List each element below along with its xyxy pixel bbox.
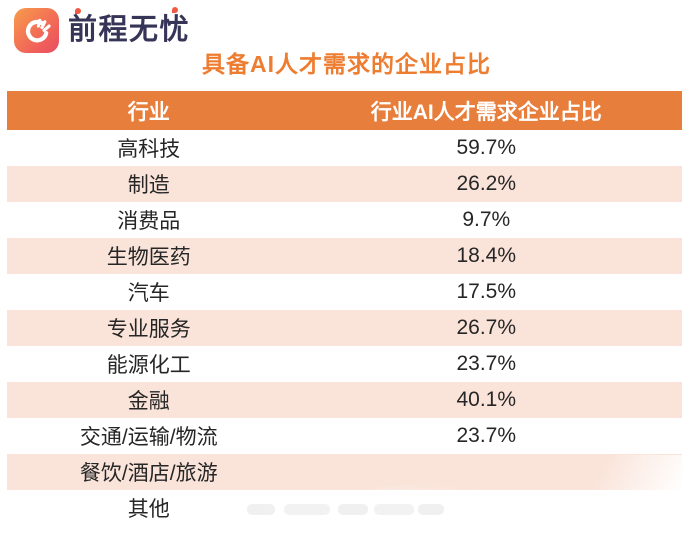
brand-logo: 前程无忧 <box>14 7 191 53</box>
value-cell: 26.2% <box>456 172 517 195</box>
ai-demand-table: 行业 行业AI人才需求企业占比 高科技 59.7% 制造 26.2% 消费品 9… <box>7 91 682 526</box>
value-cell: 23.7% <box>456 352 517 375</box>
value-cell <box>291 454 683 490</box>
value-cell: 26.7% <box>456 316 517 339</box>
value-cell: 59.7% <box>456 136 517 159</box>
value-cell: 9.7% <box>462 208 511 231</box>
value-cell: 23.7% <box>456 424 517 447</box>
value-cell: 17.5% <box>456 280 517 303</box>
table-row: 高科技 59.7% <box>7 130 682 166</box>
industry-cell: 餐饮/酒店/旅游 <box>79 462 218 485</box>
header-industry: 行业 <box>127 100 170 124</box>
table-body: 高科技 59.7% 制造 26.2% 消费品 9.7% 生物医药 18.4% 汽… <box>7 130 682 526</box>
table-row: 交通/运输/物流 23.7% <box>7 418 682 454</box>
industry-cell: 消费品 <box>117 210 181 233</box>
faded-watermark-pill <box>247 504 275 515</box>
table-row: 汽车 17.5% <box>7 274 682 310</box>
table-row: 金融 40.1% <box>7 382 682 418</box>
brand-accent-dot <box>172 7 178 13</box>
industry-cell: 交通/运输/物流 <box>79 426 218 449</box>
industry-cell: 金融 <box>127 390 170 413</box>
value-cell: 18.4% <box>456 244 517 267</box>
table-header-row: 行业 行业AI人才需求企业占比 <box>7 91 682 130</box>
table-row: 专业服务 26.7% <box>7 310 682 346</box>
industry-cell: 能源化工 <box>106 354 191 377</box>
hand-glyph <box>25 18 51 42</box>
table-row: 消费品 9.7% <box>7 202 682 238</box>
faded-watermark-pill <box>418 504 444 515</box>
industry-cell: 制造 <box>127 174 170 197</box>
value-cell: 40.1% <box>456 388 517 411</box>
page-title: 具备AI人才需求的企业占比 <box>202 51 491 77</box>
industry-cell: 汽车 <box>127 282 170 305</box>
header-value: 行业AI人才需求企业占比 <box>370 100 602 124</box>
faded-watermark-pill <box>284 504 330 515</box>
brand-name-text: 前程无忧 <box>68 14 191 46</box>
faded-watermark-pill <box>374 504 414 515</box>
faded-watermark-pill <box>338 504 368 515</box>
industry-cell: 高科技 <box>117 138 181 161</box>
industry-cell: 其他 <box>127 498 170 521</box>
table-row: 能源化工 23.7% <box>7 346 682 382</box>
brand-accent-dot <box>75 8 81 14</box>
51job-hand-icon <box>14 8 59 53</box>
brand-name: 前程无忧 <box>68 7 191 53</box>
industry-cell: 生物医药 <box>106 246 191 269</box>
table-row: 生物医药 18.4% <box>7 238 682 274</box>
industry-cell: 专业服务 <box>106 318 191 341</box>
table-row: 餐饮/酒店/旅游 <box>7 454 682 490</box>
table-row: 制造 26.2% <box>7 166 682 202</box>
